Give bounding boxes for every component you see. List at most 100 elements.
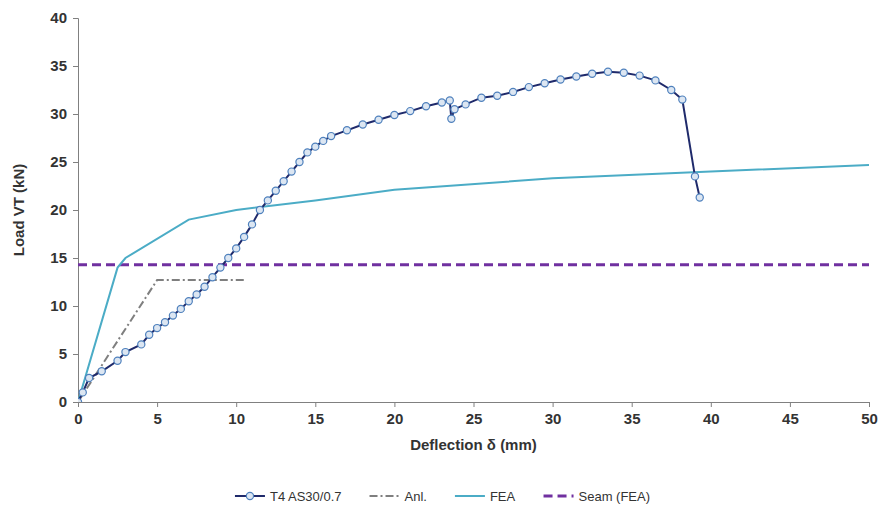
tick: 5 <box>153 402 161 427</box>
marker <box>177 305 184 312</box>
marker <box>304 149 311 156</box>
legend-swatch <box>544 495 574 498</box>
marker <box>446 97 453 104</box>
tick-label: 5 <box>59 345 67 362</box>
marker <box>193 291 200 298</box>
marker <box>328 132 335 139</box>
tick-label: 35 <box>624 410 641 427</box>
tick-mark <box>157 402 158 407</box>
tick-label: 10 <box>50 297 67 314</box>
marker <box>509 88 516 95</box>
tick-mark <box>315 402 316 407</box>
tick-mark <box>869 402 870 407</box>
tick: 0 <box>74 402 82 427</box>
tick-label: 0 <box>74 410 82 427</box>
series-line <box>78 72 700 402</box>
marker <box>201 283 208 290</box>
marker <box>525 84 532 91</box>
tick: 10 <box>50 297 78 314</box>
tick-mark <box>73 162 78 163</box>
marker <box>422 103 429 110</box>
y-axis-title: Load VT (kN) <box>10 164 27 257</box>
plot-area <box>78 68 869 402</box>
marker <box>161 319 168 326</box>
tick-mark <box>394 402 395 407</box>
tick-mark <box>73 258 78 259</box>
tick-mark <box>236 402 237 407</box>
marker <box>679 96 686 103</box>
tick: 35 <box>624 402 641 427</box>
tick-mark <box>73 354 78 355</box>
legend-label: Anl. <box>405 489 427 504</box>
marker <box>541 80 548 87</box>
marker <box>636 72 643 79</box>
tick: 25 <box>50 153 78 170</box>
marker <box>448 115 455 122</box>
marker <box>604 68 611 75</box>
tick: 20 <box>387 402 404 427</box>
marker <box>79 389 86 396</box>
marker <box>359 121 366 128</box>
legend-label: T4 AS30/0.7 <box>270 489 342 504</box>
marker <box>620 69 627 76</box>
marker <box>233 245 240 252</box>
tick-label: 10 <box>228 410 245 427</box>
tick-mark <box>73 66 78 67</box>
marker <box>185 298 192 305</box>
marker <box>451 106 458 113</box>
tick-label: 40 <box>50 9 67 26</box>
tick-label: 45 <box>782 410 799 427</box>
tick-mark <box>711 402 712 407</box>
marker <box>225 254 232 261</box>
tick-label: 35 <box>50 57 67 74</box>
tick-mark <box>73 306 78 307</box>
tick-label: 50 <box>861 410 878 427</box>
tick-label: 20 <box>387 410 404 427</box>
tick: 40 <box>703 402 720 427</box>
tick-mark <box>553 402 554 407</box>
marker <box>154 324 161 331</box>
tick-label: 40 <box>703 410 720 427</box>
tick-label: 25 <box>50 153 67 170</box>
marker <box>78 398 82 402</box>
tick: 35 <box>50 57 78 74</box>
tick: 20 <box>50 201 78 218</box>
x-axis-line <box>79 403 870 408</box>
marker <box>241 233 248 240</box>
tick: 50 <box>861 402 878 427</box>
tick-label: 30 <box>50 105 67 122</box>
marker <box>296 158 303 165</box>
legend: T4 AS30/0.7Anl.FEASeam (FEA) <box>235 489 650 504</box>
marker <box>272 187 279 194</box>
marker <box>146 331 153 338</box>
marker <box>288 168 295 175</box>
marker <box>312 143 319 150</box>
series-line <box>78 263 869 266</box>
tick: 15 <box>50 249 78 266</box>
legend-swatch <box>370 495 400 497</box>
tick: 30 <box>545 402 562 427</box>
marker <box>248 221 255 228</box>
y-axis: 0510152025303540 <box>50 9 78 410</box>
marker <box>169 312 176 319</box>
tick: 25 <box>466 402 483 427</box>
tick: 30 <box>50 105 78 122</box>
tick-mark <box>790 402 791 407</box>
chart: 051015202530354045500510152025303540Defl… <box>0 0 885 514</box>
tick-label: 5 <box>153 410 161 427</box>
legend-item: Anl. <box>370 489 427 504</box>
marker <box>668 86 675 93</box>
marker <box>256 206 263 213</box>
marker <box>438 99 445 106</box>
tick-label: 15 <box>50 249 67 266</box>
tick: 10 <box>228 402 245 427</box>
legend-marker <box>246 492 253 499</box>
legend-label: FEA <box>490 489 516 504</box>
legend-swatch <box>455 495 485 497</box>
series-line <box>78 165 869 402</box>
tick-mark <box>632 402 633 407</box>
tick-label: 20 <box>50 201 67 218</box>
legend-item: FEA <box>455 489 516 504</box>
tick: 40 <box>50 9 78 26</box>
marker <box>85 374 92 381</box>
